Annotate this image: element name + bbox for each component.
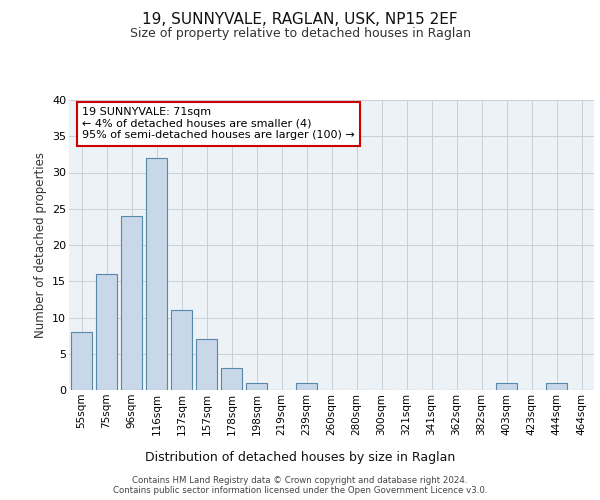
Bar (71, 332, 92, 390)
Bar (496, 383, 517, 390)
Bar (146, 158, 167, 390)
Bar (296, 383, 317, 390)
Y-axis label: Number of detached properties: Number of detached properties (34, 152, 47, 338)
Bar (121, 216, 142, 390)
Bar (546, 383, 567, 390)
Text: Distribution of detached houses by size in Raglan: Distribution of detached houses by size … (145, 451, 455, 464)
Text: 19 SUNNYVALE: 71sqm
← 4% of detached houses are smaller (4)
95% of semi-detached: 19 SUNNYVALE: 71sqm ← 4% of detached hou… (82, 108, 355, 140)
Bar (196, 339, 217, 390)
Text: 19, SUNNYVALE, RAGLAN, USK, NP15 2EF: 19, SUNNYVALE, RAGLAN, USK, NP15 2EF (142, 12, 458, 28)
Bar (221, 368, 242, 390)
Text: Size of property relative to detached houses in Raglan: Size of property relative to detached ho… (130, 28, 470, 40)
Bar (171, 310, 192, 390)
Text: Contains HM Land Registry data © Crown copyright and database right 2024.
Contai: Contains HM Land Registry data © Crown c… (113, 476, 487, 495)
Bar (96, 274, 117, 390)
Bar (246, 383, 267, 390)
